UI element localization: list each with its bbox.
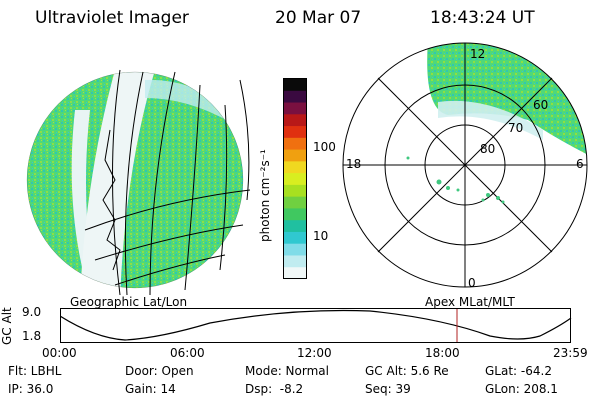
- colorbar-stripe: [284, 161, 306, 174]
- info-glon: GLon: 208.1: [485, 382, 558, 396]
- geographic-label: Geographic Lat/Lon: [70, 295, 188, 309]
- time-label: 18:43:24 UT: [430, 8, 535, 28]
- colorbar-stripe: [284, 196, 306, 209]
- gc-alt-timeline: [60, 308, 572, 343]
- colorbar-stripe: [284, 173, 306, 186]
- info-dsp: Dsp: -8.2: [245, 382, 304, 396]
- imager-title: Ultraviolet Imager: [35, 8, 189, 28]
- polar-mlat-mlt-plot: 12 18 6 0 60 70 80: [342, 42, 588, 290]
- colorbar-stripe: [284, 208, 306, 221]
- info-gc-alt: GC Alt: 5.6 Re: [365, 364, 449, 378]
- earth-disk-image: [26, 69, 251, 296]
- time-tick-1200: 12:00: [297, 346, 332, 360]
- apex-label: Apex MLat/MLT: [425, 295, 515, 309]
- gc-alt-axis-label: GC Alt: [0, 307, 14, 345]
- colorbar: [283, 78, 307, 280]
- colorbar-stripe: [284, 149, 306, 162]
- mlt-label-0: 0: [468, 276, 476, 290]
- mlt-label-18: 18: [346, 157, 361, 171]
- colorbar-stripe: [284, 184, 306, 198]
- time-tick-1800: 18:00: [425, 346, 460, 360]
- colorbar-tick-10: 10: [313, 229, 329, 243]
- gc-alt-ymax: 9.0: [22, 305, 42, 319]
- colorbar-stripe: [284, 231, 306, 245]
- colorbar-stripe: [284, 220, 306, 233]
- info-door: Door: Open: [125, 364, 194, 378]
- colorbar-stripe: [284, 137, 306, 151]
- info-mode: Mode: Normal: [245, 364, 329, 378]
- info-flt: Flt: LBHL: [8, 364, 62, 378]
- colorbar-stripe: [284, 79, 306, 92]
- time-tick-2359: 23:59: [553, 346, 588, 360]
- colorbar-unit-label: photon cm⁻²s⁻¹: [258, 149, 272, 242]
- mlt-label-6: 6: [576, 157, 584, 171]
- mlat-label-60: 60: [533, 98, 548, 112]
- colorbar-stripe: [284, 114, 306, 127]
- colorbar-stripe: [284, 255, 306, 268]
- mlat-label-80: 80: [480, 142, 495, 156]
- time-tick-0600: 06:00: [170, 346, 205, 360]
- mlt-label-12: 12: [470, 47, 485, 61]
- mlat-label-70: 70: [508, 121, 523, 135]
- info-glat: GLat: -64.2: [485, 364, 552, 378]
- info-ip: IP: 36.0: [8, 382, 54, 396]
- colorbar-stripe: [284, 267, 306, 280]
- colorbar-stripe: [284, 90, 306, 104]
- date-label: 20 Mar 07: [275, 8, 362, 28]
- colorbar-stripe: [284, 243, 306, 256]
- info-seq: Seq: 39: [365, 382, 411, 396]
- colorbar-stripe: [284, 126, 306, 139]
- time-tick-0000: 00:00: [42, 346, 77, 360]
- gc-alt-ymin: 1.8: [22, 329, 42, 343]
- colorbar-stripe: [284, 102, 306, 115]
- info-gain: Gain: 14: [125, 382, 176, 396]
- colorbar-tick-100: 100: [313, 140, 336, 154]
